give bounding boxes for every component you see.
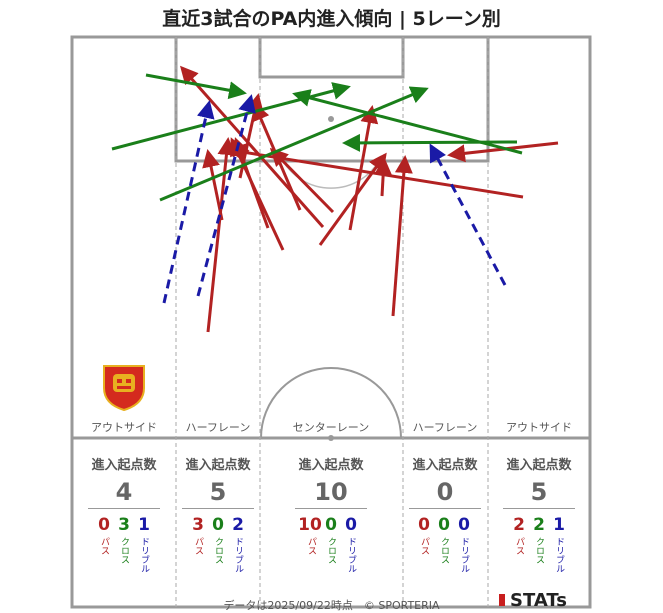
- cross-count: 0: [212, 515, 224, 535]
- pass-count: 10: [298, 515, 322, 535]
- lane-label-outside-right: アウトサイド: [506, 421, 572, 434]
- dribble-arrow: [162, 100, 215, 304]
- pass-label: パス: [99, 537, 109, 555]
- cross-label: クロス: [439, 537, 449, 564]
- cross-count: 0: [438, 515, 450, 535]
- lane-label-center: センターレーン: [292, 421, 370, 434]
- pass-arrow: [227, 143, 524, 199]
- cross-arrow: [159, 86, 429, 202]
- divider: [88, 508, 160, 509]
- divider: [503, 508, 575, 509]
- dribble-arrow: [196, 94, 256, 297]
- penalty-spot: [328, 116, 334, 122]
- pass-arrow: [318, 152, 387, 246]
- pass-arrow: [391, 155, 413, 317]
- cross-arrow: [145, 73, 247, 100]
- dribble-label: ドリブル: [139, 537, 149, 573]
- cross-count: 2: [533, 515, 545, 535]
- lane-total: 4: [115, 478, 133, 506]
- lane-head: 進入起点数: [91, 458, 157, 473]
- chart-title: 直近3試合のPA内進入傾向 | 5レーン別: [162, 8, 501, 30]
- lane-head: 進入起点数: [506, 458, 572, 473]
- divider: [409, 508, 481, 509]
- dribble-arrow: [429, 143, 507, 286]
- goal-area: [258, 35, 405, 79]
- team-crest-icon: [103, 365, 145, 412]
- lane-head: 進入起点数: [298, 458, 364, 473]
- dribble-count: 1: [553, 515, 565, 535]
- pass-label: パス: [193, 537, 203, 555]
- pass-label: パス: [419, 537, 429, 555]
- lane-total: 5: [209, 478, 227, 506]
- cross-label: クロス: [326, 537, 336, 564]
- dribble-count: 0: [345, 515, 357, 535]
- lane-head: 進入起点数: [185, 458, 251, 473]
- pass-label: パス: [306, 537, 316, 555]
- pass-label: パス: [514, 537, 524, 555]
- lane-total: 0: [436, 478, 454, 506]
- cross-arrow: [111, 82, 351, 151]
- lane-total: 10: [314, 478, 348, 506]
- pass-arrow: [180, 65, 325, 228]
- dribble-count: 1: [138, 515, 150, 535]
- footer-credit: データは2025/09/22時点 © SPORTERIA: [223, 599, 440, 612]
- pass-count: 0: [418, 515, 430, 535]
- dribble-label: ドリブル: [459, 537, 469, 573]
- arrow-layer: [111, 65, 559, 333]
- divider: [182, 508, 254, 509]
- divider: [295, 508, 367, 509]
- center-circle: [260, 367, 402, 439]
- lane-label-halfspace-left: ハーフレーン: [185, 421, 251, 434]
- cross-label: クロス: [534, 537, 544, 564]
- pass-arrow: [348, 105, 379, 231]
- lane-label-halfspace-right: ハーフレーン: [412, 421, 478, 434]
- center-spot: [328, 435, 334, 441]
- cross-label: クロス: [119, 537, 129, 564]
- cross-label: クロス: [213, 537, 223, 564]
- dribble-label: ドリブル: [346, 537, 356, 573]
- cross-count: 3: [118, 515, 130, 535]
- cross-count: 0: [325, 515, 337, 535]
- dribble-count: 2: [232, 515, 244, 535]
- pass-count: 3: [192, 515, 204, 535]
- brand-name: STATs: [510, 590, 567, 611]
- brand-logo-icon: [499, 594, 505, 606]
- pass-count: 2: [513, 515, 525, 535]
- lane-label-outside-left: アウトサイド: [91, 421, 157, 434]
- pass-arrow: [374, 157, 393, 197]
- dribble-label: ドリブル: [554, 537, 564, 573]
- dribble-label: ドリブル: [233, 537, 243, 573]
- pass-count: 0: [98, 515, 110, 535]
- pass-arrow: [269, 147, 335, 214]
- lane-total: 5: [530, 478, 548, 506]
- lane-head: 進入起点数: [412, 458, 478, 473]
- dribble-count: 0: [458, 515, 470, 535]
- cross-arrow: [342, 133, 518, 152]
